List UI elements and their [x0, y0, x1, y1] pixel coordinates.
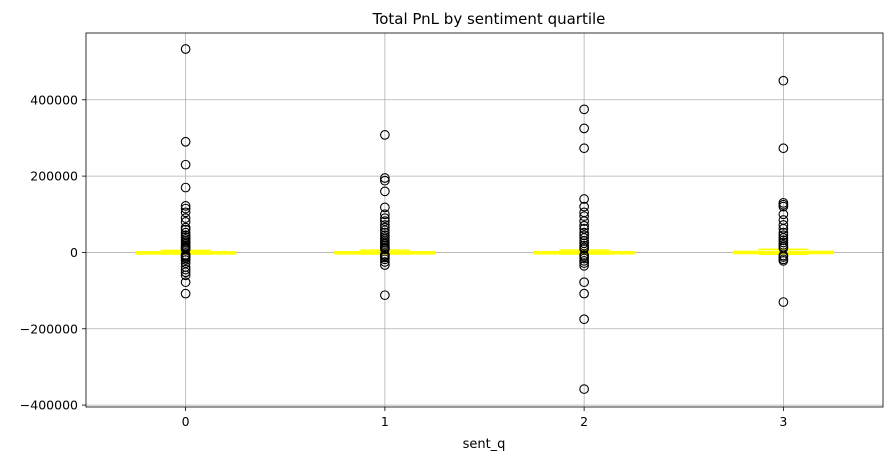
- outlier-point: [579, 258, 589, 268]
- outlier-point: [778, 75, 789, 86]
- outlier-point: [579, 223, 589, 234]
- outlier-point: [180, 136, 191, 147]
- outlier-point: [579, 211, 589, 222]
- outlier-point: [180, 270, 191, 281]
- outlier-point: [180, 277, 191, 288]
- outlier-point: [579, 260, 589, 271]
- outlier-point: [579, 253, 589, 264]
- boxes-layer: [135, 248, 834, 256]
- y-tick-label: 200000: [30, 169, 78, 184]
- outlier-point: [380, 222, 390, 233]
- x-tick-label: 2: [580, 414, 588, 429]
- outlier-point: [778, 235, 789, 246]
- outlier-point: [579, 230, 589, 241]
- outlier-point: [579, 123, 589, 134]
- outlier-point: [778, 252, 789, 262]
- outlier-point: [180, 224, 191, 235]
- outlier-point: [778, 223, 789, 234]
- outlier-point: [579, 384, 589, 394]
- outlier-point: [380, 220, 390, 230]
- outlier-point: [579, 314, 589, 325]
- outlier-point: [380, 173, 390, 183]
- outlier-point: [180, 258, 191, 268]
- outlier-point: [180, 213, 191, 223]
- x-axis-label: sent_q: [463, 437, 506, 452]
- outlier-point: [778, 227, 789, 238]
- outlier-point: [380, 202, 390, 213]
- outlier-point: [579, 143, 589, 154]
- outlier-point: [579, 220, 589, 231]
- chart-title: Total PnL by sentiment quartile: [372, 10, 606, 28]
- outlier-point: [380, 260, 390, 270]
- outlier-point: [778, 297, 789, 307]
- x-tick-label: 1: [381, 414, 389, 429]
- outlier-point: [380, 175, 390, 186]
- outlier-point: [778, 143, 789, 154]
- y-tick-label: 0: [70, 245, 78, 260]
- outlier-point: [579, 194, 589, 204]
- outlier-point: [380, 213, 390, 223]
- x-tick-label: 0: [182, 414, 190, 429]
- outlier-point: [579, 201, 589, 212]
- outlier-point: [180, 203, 191, 214]
- outlier-point: [579, 277, 589, 288]
- outlier-point: [180, 159, 191, 170]
- y-tick-label: 400000: [30, 92, 78, 107]
- plot-frame: [85, 32, 884, 408]
- outlier-point: [380, 186, 390, 197]
- outlier-point: [778, 220, 789, 230]
- outlier-point: [380, 209, 390, 220]
- outlier-point: [180, 264, 191, 275]
- outlier-point: [180, 182, 191, 193]
- outlier-point: [579, 288, 589, 299]
- outlier-point: [778, 201, 789, 212]
- outlier-point: [180, 255, 191, 265]
- outlier-point: [579, 255, 589, 266]
- outlier-point: [579, 238, 589, 249]
- x-tick-label: 3: [779, 414, 787, 429]
- outlier-point: [579, 216, 589, 226]
- outlier-point: [380, 216, 390, 226]
- outlier-point: [380, 130, 390, 140]
- outlier-point: [180, 288, 191, 299]
- outlier-point: [380, 254, 390, 265]
- outlier-point: [579, 244, 589, 254]
- outlier-point: [180, 217, 191, 227]
- outlier-point: [778, 230, 789, 241]
- y-tick-label: −400000: [20, 398, 78, 413]
- outlier-point: [380, 257, 390, 267]
- outlier-point: [380, 290, 390, 301]
- y-tick-label: −200000: [20, 321, 78, 336]
- y-axis-ticks: −400000 −200000 0 200000 400000: [20, 92, 86, 413]
- outlier-point: [180, 267, 191, 278]
- outlier-point: [180, 201, 191, 211]
- outlier-point: [579, 236, 589, 246]
- x-axis-ticks: 0 1 2 3: [182, 407, 787, 429]
- outliers-layer: [180, 44, 789, 394]
- outlier-point: [579, 104, 589, 115]
- outlier-point: [778, 237, 789, 248]
- grid-layer: [86, 33, 883, 407]
- outlier-point: [180, 207, 191, 218]
- outlier-point: [778, 255, 789, 266]
- outlier-point: [579, 233, 589, 243]
- outlier-point: [180, 44, 191, 54]
- outlier-point: [778, 209, 789, 220]
